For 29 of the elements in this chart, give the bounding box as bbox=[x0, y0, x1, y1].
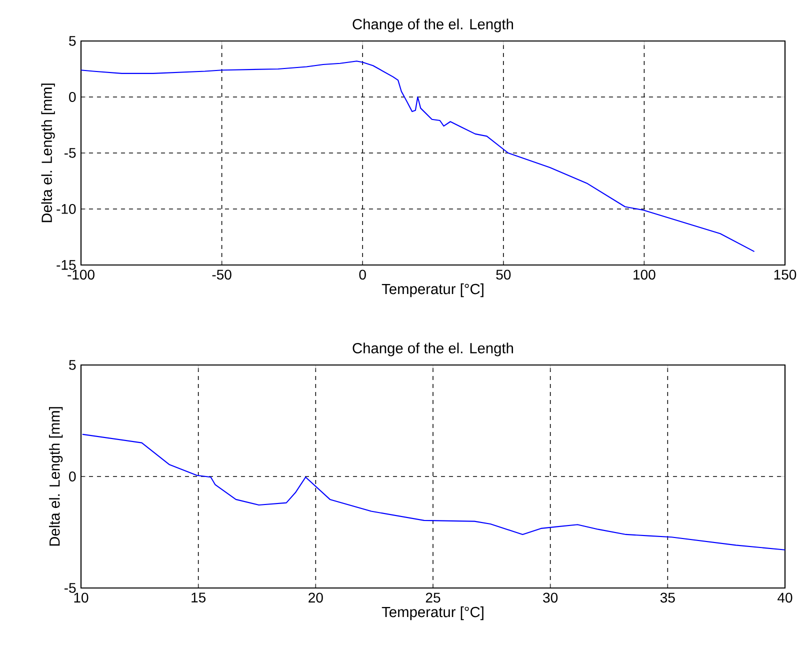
x-tick-label: 15 bbox=[192, 592, 206, 602]
x-axis-title: Temperatur [°C] bbox=[382, 606, 484, 620]
x-tick-label: 40 bbox=[778, 592, 792, 603]
x-tick-label: 25 bbox=[426, 592, 440, 603]
y-tick-label: 5 bbox=[69, 360, 76, 370]
x-axis-title: Temperatur [°C] bbox=[382, 283, 484, 298]
chart-title: Change of the el. Length bbox=[352, 342, 513, 356]
x-tick-label: 35 bbox=[660, 592, 675, 603]
y-tick-label: -15 bbox=[56, 260, 76, 270]
y-axis-title: Delta el. Length [mm] bbox=[41, 84, 55, 222]
x-tick-label: 0 bbox=[359, 270, 366, 280]
x-tick-label: -100 bbox=[68, 270, 94, 280]
y-tick-label: -5 bbox=[64, 148, 76, 158]
y-tick-label: 0 bbox=[69, 472, 76, 482]
x-tick-label: 100 bbox=[634, 270, 656, 280]
x-tick-label: 10 bbox=[74, 592, 88, 603]
x-tick-label: 150 bbox=[774, 270, 796, 280]
line-series bbox=[81, 60, 755, 252]
y-tick-label: -10 bbox=[56, 204, 76, 214]
x-tick-label: -50 bbox=[212, 270, 232, 280]
y-axis-title: Delta el. Length [mm] bbox=[49, 407, 63, 546]
line-series bbox=[82, 434, 785, 550]
y-tick-label: 5 bbox=[69, 36, 76, 46]
x-tick-label: 30 bbox=[543, 592, 558, 603]
y-tick-label: 0 bbox=[69, 92, 76, 102]
x-tick-label: 50 bbox=[496, 270, 511, 280]
chart-title: Change of the el. Length bbox=[352, 18, 513, 32]
y-tick-label: -5 bbox=[64, 583, 76, 593]
x-tick-label: 20 bbox=[308, 592, 323, 603]
